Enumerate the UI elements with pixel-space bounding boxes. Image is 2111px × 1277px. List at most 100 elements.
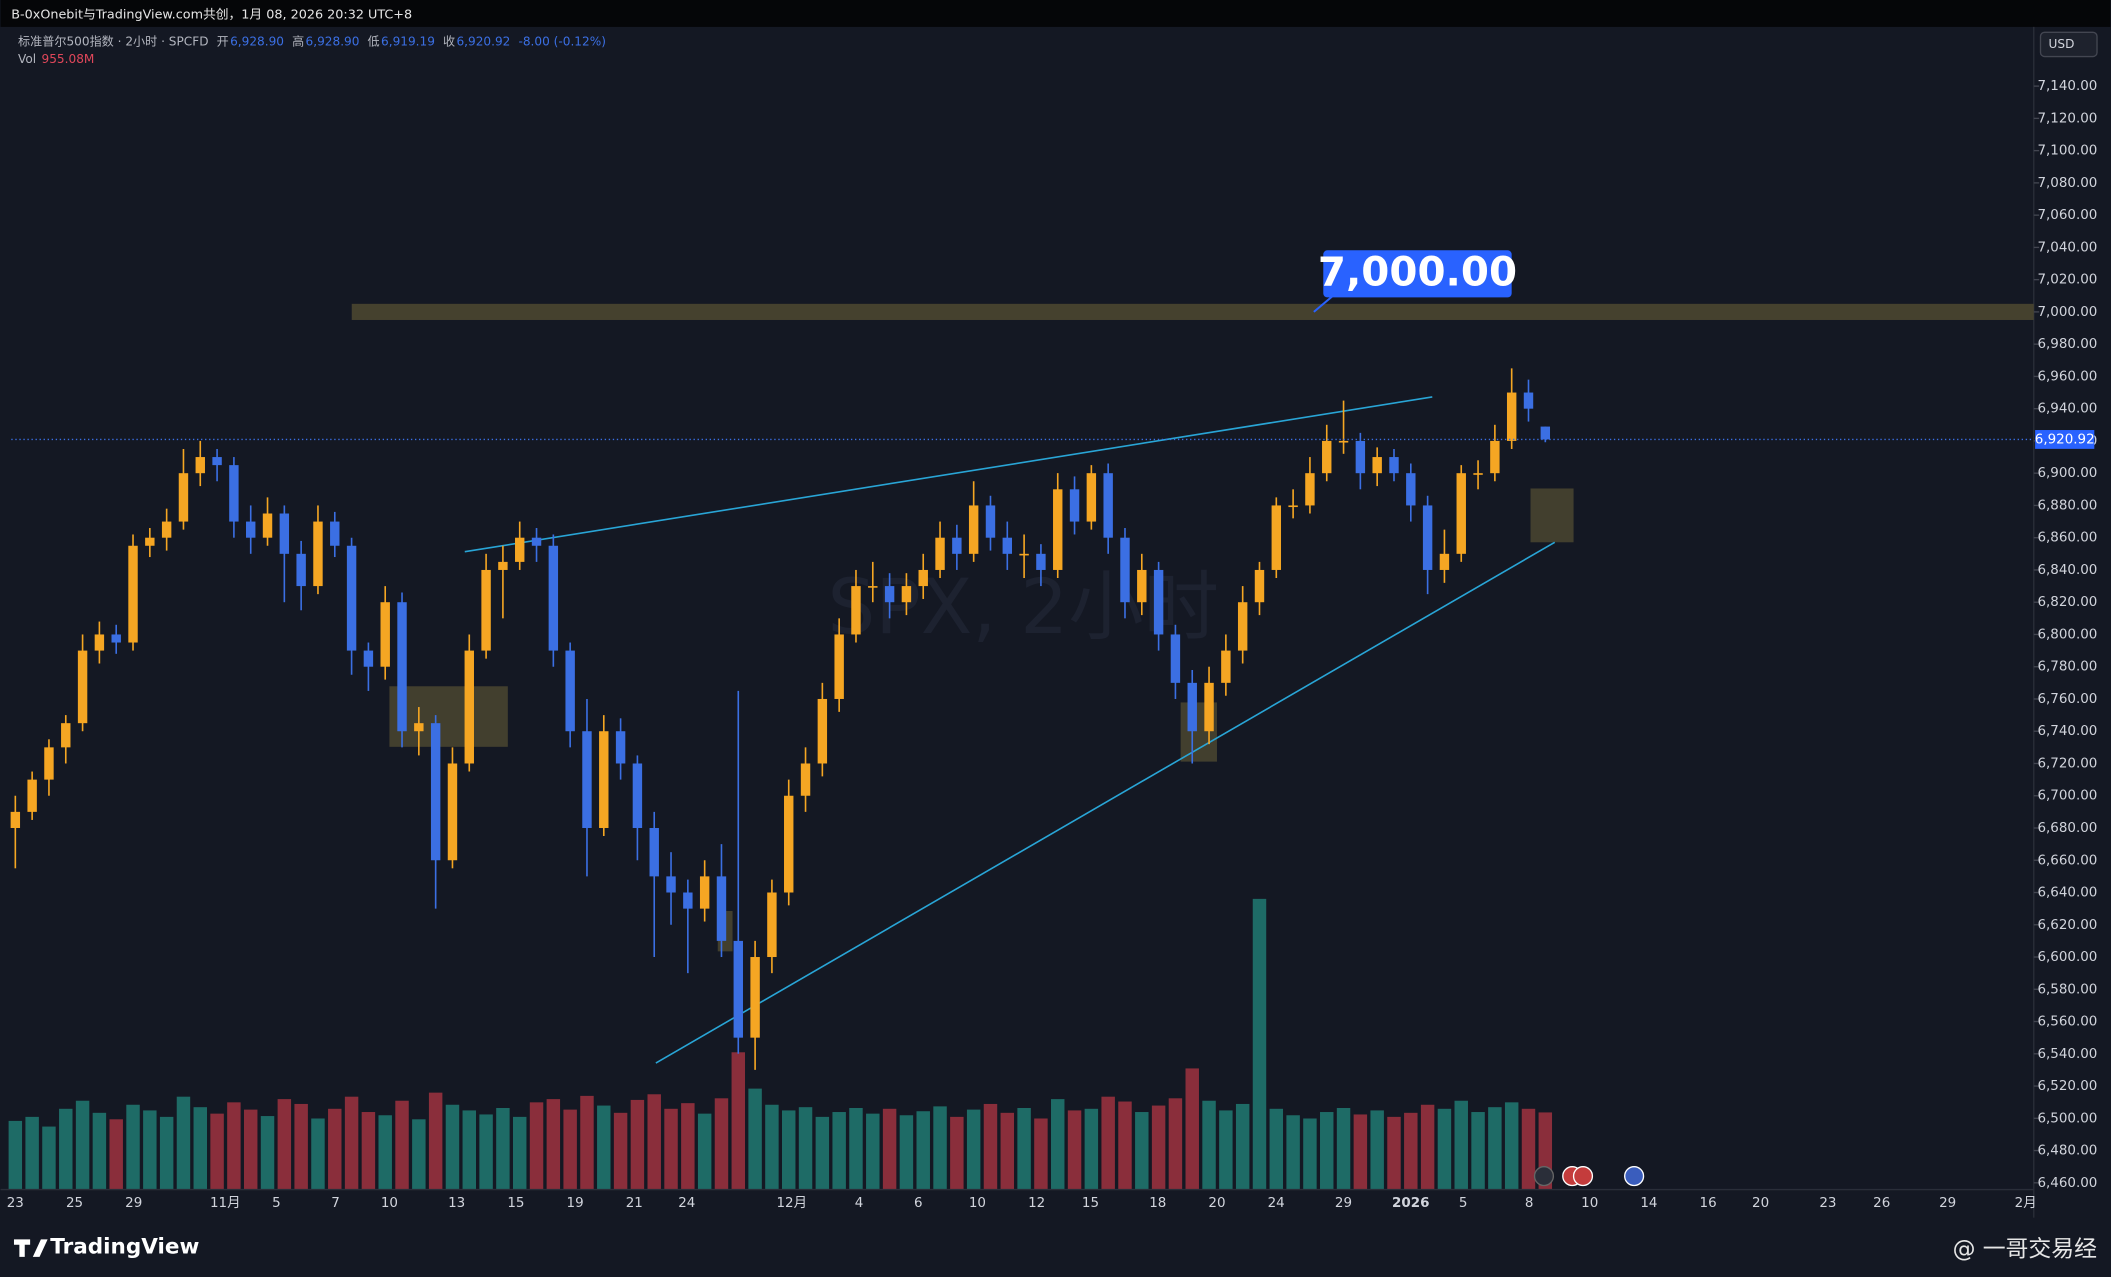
zones <box>389 488 1574 952</box>
volume-bar <box>445 1104 460 1190</box>
volume-bar <box>294 1103 308 1190</box>
volume-bar <box>866 1113 880 1190</box>
volume-bar <box>75 1100 90 1190</box>
candle-body <box>1036 553 1046 570</box>
volume-bar <box>311 1118 325 1190</box>
volume-bar <box>529 1102 544 1190</box>
volume-bar <box>1521 1108 1536 1190</box>
y-tick-label: 6,880.00 <box>2037 498 2097 513</box>
candle-body <box>699 876 710 909</box>
candle-body <box>1086 473 1097 522</box>
volume-bar <box>210 1113 224 1190</box>
volume-bar <box>681 1103 695 1190</box>
candle-body <box>111 634 121 643</box>
volume-bar <box>1320 1112 1334 1190</box>
candle-body <box>447 763 458 861</box>
volume-bar <box>798 1107 813 1190</box>
candle-body <box>1355 440 1366 474</box>
y-tick-label: 6,600.00 <box>2037 950 2097 965</box>
candle-body <box>1288 505 1298 508</box>
candle-body <box>145 537 155 546</box>
x-tick-label: 14 <box>1640 1196 1657 1211</box>
candle-body <box>1103 473 1113 538</box>
y-tick-label: 7,040.00 <box>2037 240 2097 255</box>
volume-bar <box>983 1103 998 1190</box>
candle-body <box>1506 392 1517 441</box>
vol-value: 955.08M <box>42 52 95 66</box>
candle-body <box>1002 537 1013 554</box>
volume-bar <box>1151 1105 1166 1190</box>
candle-body <box>1187 682 1197 732</box>
candle-body <box>935 537 945 570</box>
candles <box>10 368 1551 1070</box>
volume-bar <box>1101 1096 1115 1190</box>
volume-bar <box>580 1095 594 1190</box>
candle-body <box>1540 426 1551 440</box>
legend-value: 6,920.92 <box>456 34 510 48</box>
x-tick-label: 16 <box>1700 1196 1717 1211</box>
vol-label: Vol <box>18 52 36 66</box>
y-tick-label: 6,860.00 <box>2037 531 2097 546</box>
candle-body <box>817 698 828 764</box>
candle-body <box>1120 537 1130 603</box>
volume-bar <box>479 1114 493 1190</box>
watermark: SPX, 2小时 <box>828 563 1219 651</box>
currency-box[interactable] <box>2039 31 2098 58</box>
icon[interactable] <box>1533 1165 1555 1187</box>
x-tick-label: 26 <box>1873 1196 1890 1211</box>
icon[interactable] <box>1572 1165 1594 1187</box>
volume-bar <box>1303 1118 1317 1190</box>
x-tick-label: 5 <box>272 1196 281 1211</box>
zone <box>389 686 508 747</box>
y-tick-label: 7,020.00 <box>2037 273 2097 288</box>
volume-bar <box>899 1115 914 1190</box>
volume-bar <box>1000 1112 1015 1190</box>
candle-body <box>868 586 878 588</box>
y-tick-label: 6,800.00 <box>2037 627 2097 642</box>
x-tick-label: 4 <box>855 1196 864 1211</box>
volume-bar <box>647 1094 661 1190</box>
volume-bar <box>361 1112 376 1190</box>
trend-line <box>655 541 1556 1064</box>
candle-body <box>632 763 643 828</box>
legend-value: 6,928.90 <box>306 34 360 48</box>
y-tick-label: 6,580.00 <box>2037 982 2097 997</box>
volume-bar <box>496 1107 510 1190</box>
volume-bar <box>1017 1107 1031 1190</box>
candle-body <box>666 876 676 893</box>
candle-body <box>716 876 727 941</box>
legend-change: -8.00 (-0.12%) <box>518 34 605 48</box>
callout-box <box>1323 250 1512 298</box>
y-tick-label: 6,720.00 <box>2037 756 2097 771</box>
volume-bar <box>765 1104 779 1190</box>
volume-bar <box>1202 1100 1216 1190</box>
currency: USD <box>2049 37 2075 51</box>
candle-body <box>884 586 895 603</box>
volume-bar <box>781 1110 796 1190</box>
volume-bar <box>1219 1110 1233 1190</box>
volume-bar <box>243 1109 258 1190</box>
volume-bar <box>933 1106 947 1190</box>
level-band <box>351 303 2034 320</box>
candle-body <box>582 731 592 828</box>
zone <box>1530 488 1574 543</box>
candle-body <box>346 545 357 651</box>
volume-bar <box>8 1120 23 1190</box>
legend-value: 6,919.19 <box>381 34 435 48</box>
icon[interactable] <box>1624 1165 1645 1187</box>
volume-bar <box>462 1110 477 1190</box>
volume-bar <box>1135 1112 1149 1190</box>
volume-bar <box>143 1110 157 1190</box>
candle-body <box>1153 569 1164 635</box>
y-tick-label: 7,080.00 <box>2037 176 2097 191</box>
legend-vol: Vol 955.08M <box>18 52 94 66</box>
candle-body <box>279 513 290 554</box>
y-tick-label: 7,140.00 <box>2037 79 2097 94</box>
x-tick-label: 10 <box>1581 1196 1598 1211</box>
y-tick-label: 6,520.00 <box>2037 1079 2097 1094</box>
volume-bar <box>159 1116 174 1190</box>
candle-body <box>1338 440 1349 443</box>
volume-bar <box>512 1116 527 1190</box>
volume-layer <box>8 898 1553 1190</box>
candle-body <box>985 505 996 538</box>
